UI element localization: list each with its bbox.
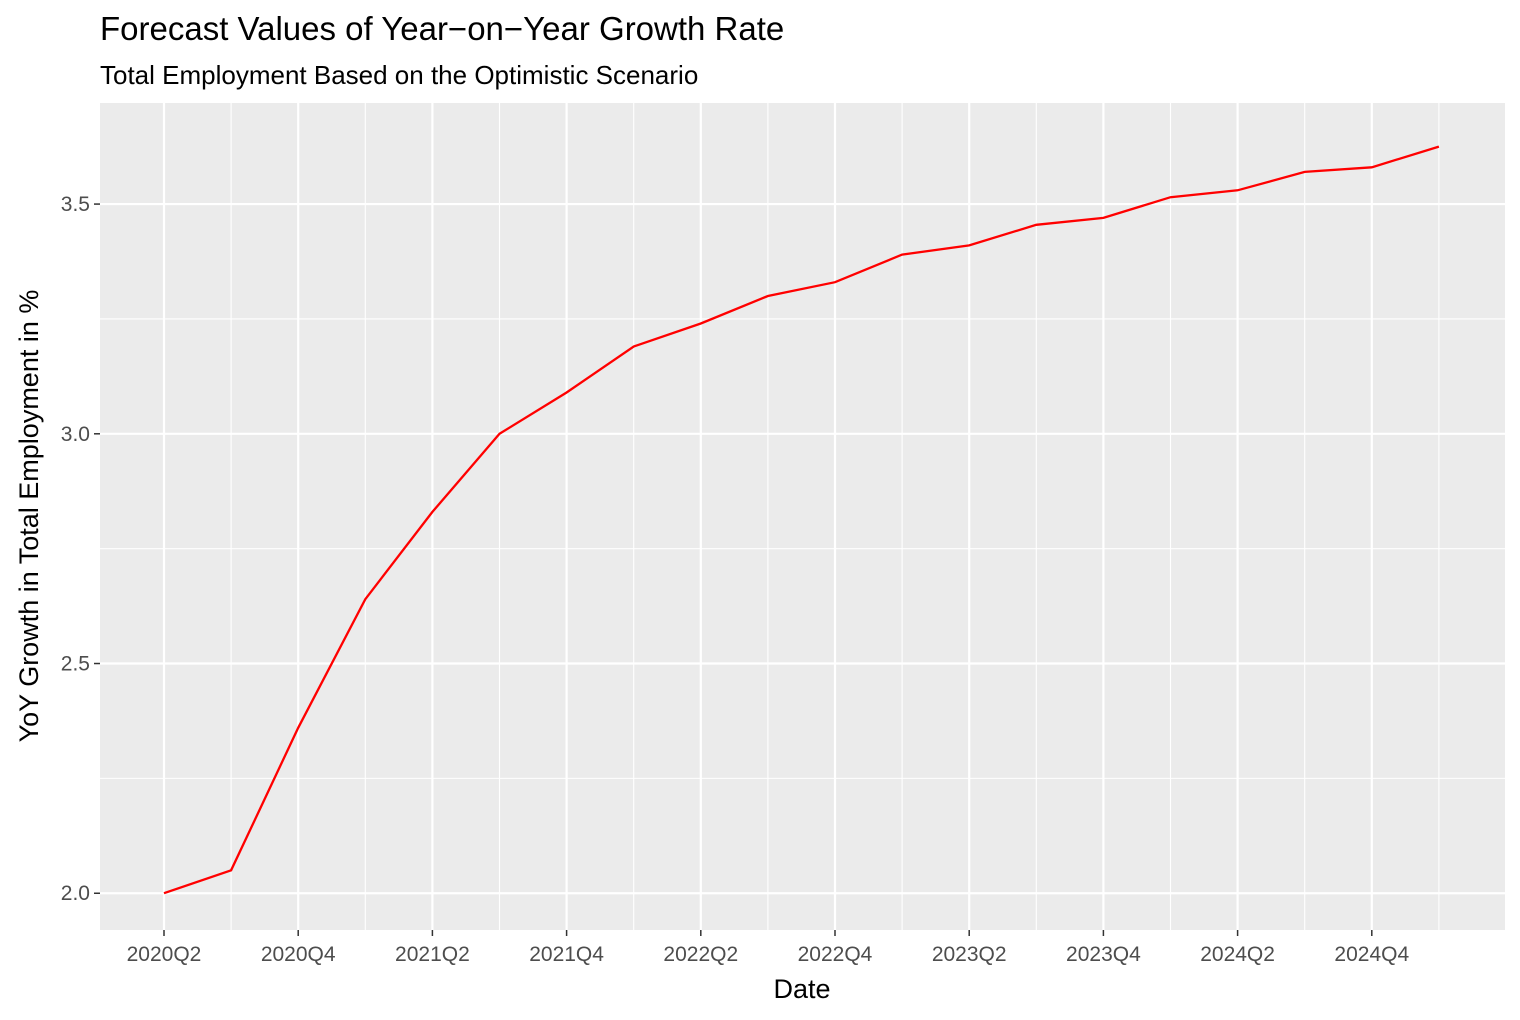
y-axis: 2.0 2.5 3.0 3.5: [61, 193, 100, 905]
y-tick-label: 2.5: [61, 653, 90, 676]
x-axis-title: Date: [773, 974, 830, 1004]
plot-panel: [100, 103, 1505, 930]
x-tick-label: 2024Q4: [1334, 943, 1409, 966]
major-gridlines: [100, 103, 1505, 930]
x-axis: 2020Q2 2020Q4 2021Q2 2021Q4 2022Q2 2022Q4 2023…: [127, 930, 1409, 966]
x-tick-label: 2020Q4: [261, 943, 336, 966]
y-axis-title: YoY Growth in Total Employment in %: [14, 290, 44, 743]
x-tick-label: 2024Q2: [1200, 943, 1275, 966]
x-tick-label: 2020Q2: [127, 943, 202, 966]
chart-subtitle: Total Employment Based on the Optimistic…: [100, 60, 698, 90]
x-tick-label: 2023Q4: [1066, 943, 1141, 966]
x-tick-label: 2022Q2: [663, 943, 738, 966]
y-tick-label: 3.0: [61, 423, 90, 446]
x-tick-label: 2021Q2: [395, 943, 470, 966]
y-tick-label: 2.0: [61, 882, 90, 905]
chart-title: Forecast Values of Year−on−Year Growth R…: [100, 10, 784, 47]
minor-gridlines: [100, 103, 1505, 930]
x-tick-label: 2023Q2: [932, 943, 1007, 966]
x-tick-label: 2021Q4: [529, 943, 604, 966]
y-tick-label: 3.5: [61, 193, 90, 216]
x-tick-label: 2022Q4: [798, 943, 873, 966]
series-line: [163, 145, 1440, 895]
